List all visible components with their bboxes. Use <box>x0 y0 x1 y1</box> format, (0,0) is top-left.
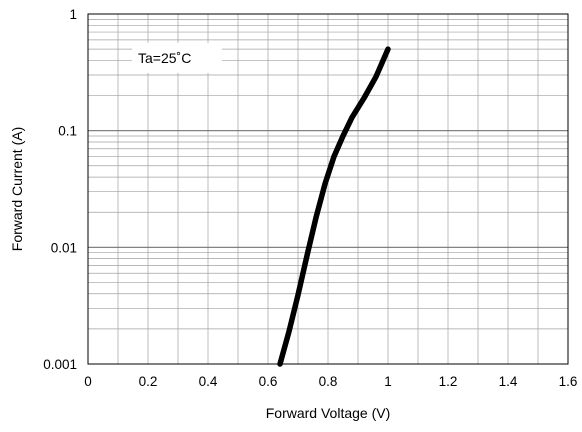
y-tick-label: 1 <box>69 7 77 22</box>
x-tick-label: 1 <box>384 374 392 389</box>
y-tick-label: 0.01 <box>51 240 77 255</box>
annotation-label: Ta=25˚C <box>138 50 191 66</box>
x-tick-label: 1.4 <box>499 374 518 389</box>
x-tick-label: 0.6 <box>259 374 278 389</box>
y-tick-label: 0.001 <box>43 357 77 372</box>
forward-current-curve <box>277 46 391 367</box>
x-tick-label: 1.6 <box>559 374 578 389</box>
y-tick-label: 0.1 <box>58 124 77 139</box>
annotation-box: Ta=25˚C <box>132 43 222 73</box>
x-tick-label: 0.4 <box>199 374 218 389</box>
series-layer <box>277 46 391 367</box>
y-axis-title: Forward Current (A) <box>9 127 25 251</box>
x-tick-label: 0.8 <box>319 374 338 389</box>
annotation-background <box>132 43 222 73</box>
x-axis-title: Forward Voltage (V) <box>266 405 391 421</box>
tick-labels: 0 0.2 0.4 0.6 0.8 1 1.2 1.4 1.6 0.001 0.01 0.1 1 <box>43 7 577 389</box>
plot-area-border <box>87 13 569 365</box>
x-tick-label: 1.2 <box>439 374 458 389</box>
x-tick-label: 0.2 <box>139 374 158 389</box>
x-tick-label: 0 <box>84 374 92 389</box>
